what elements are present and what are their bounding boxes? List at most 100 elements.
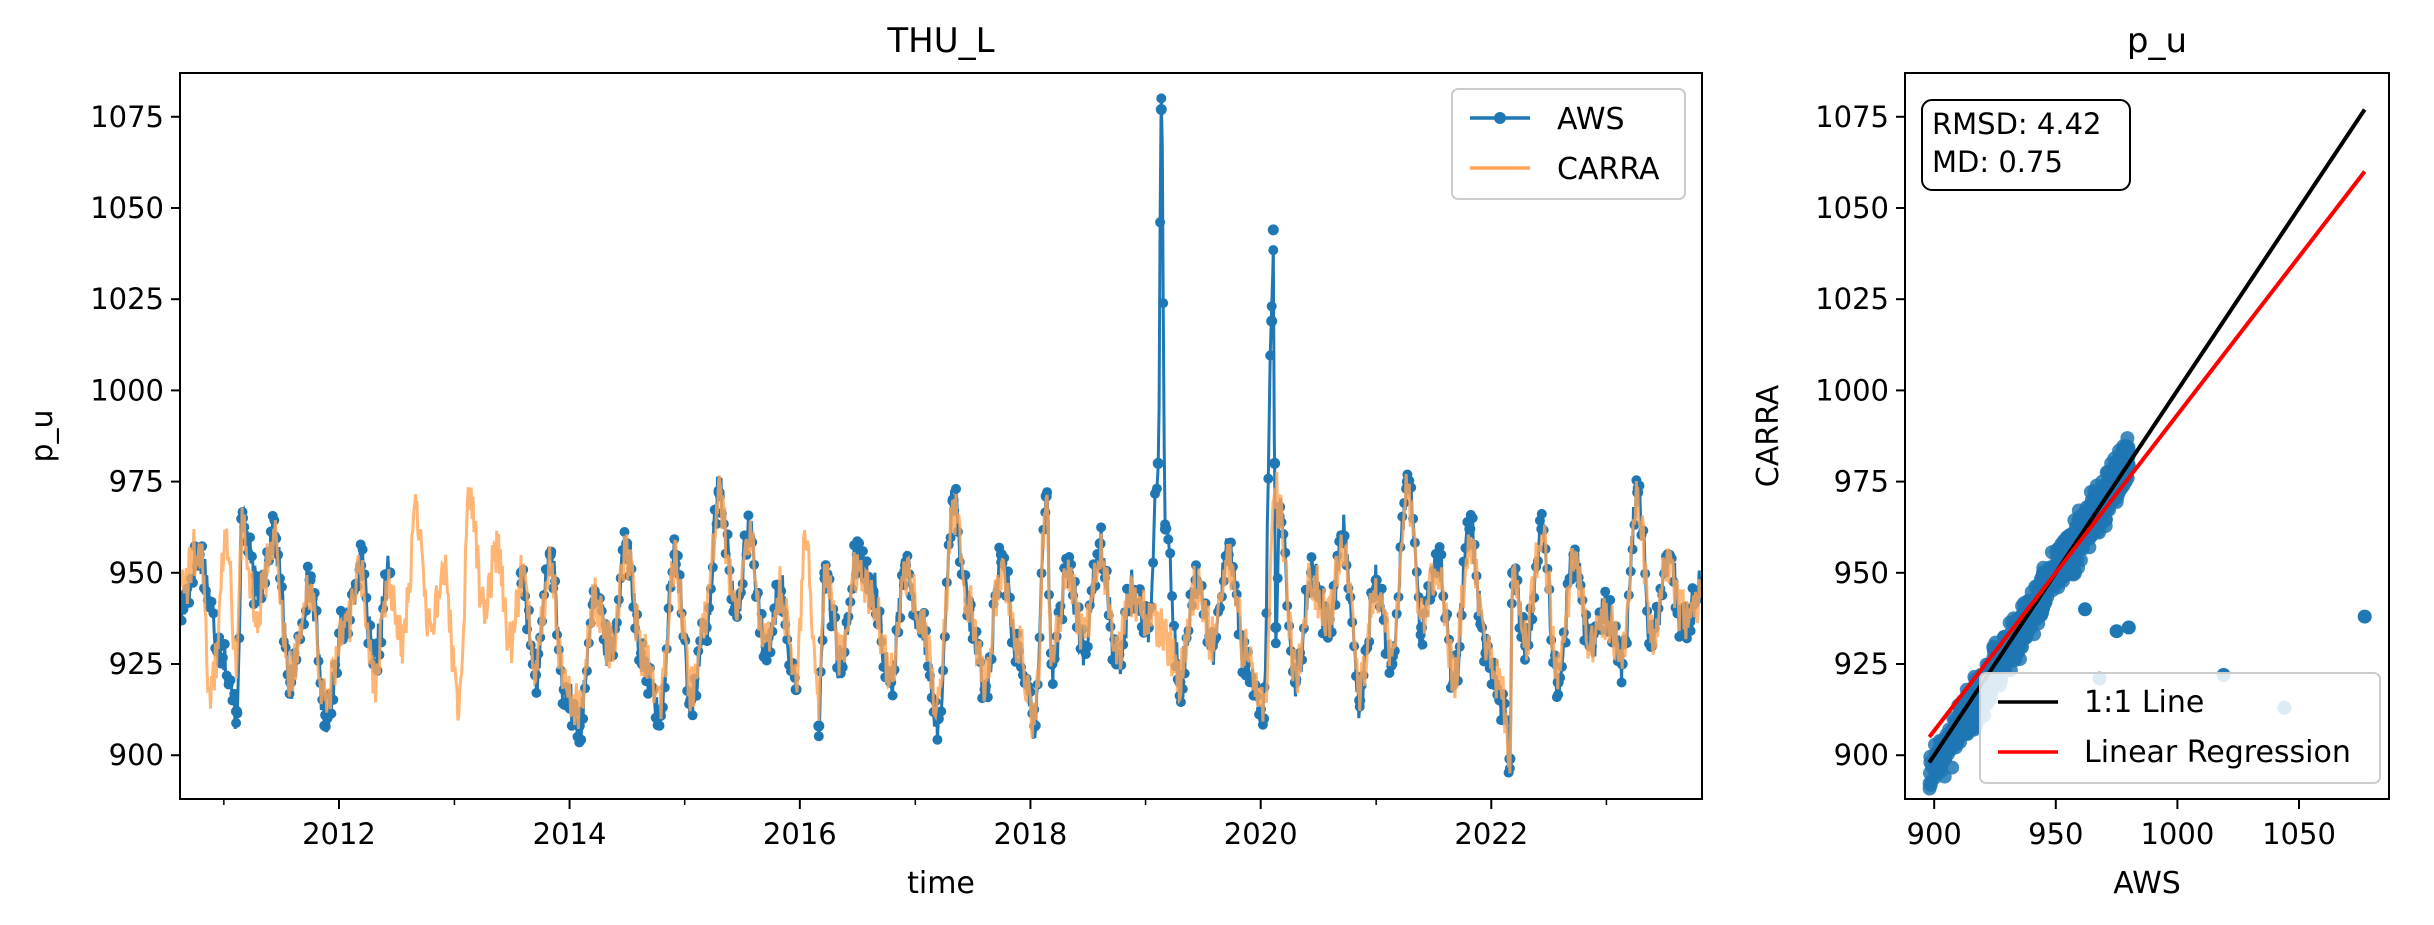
aws-point xyxy=(1600,586,1611,597)
aws-point xyxy=(231,705,242,717)
aws-point xyxy=(531,687,542,698)
legend-regression-label: Linear Regression xyxy=(2084,735,2351,770)
left-x-tick-label: 2018 xyxy=(994,817,1068,851)
left-x-tick-label: 2012 xyxy=(302,817,376,851)
legend-one-to-one-label: 1:1 Line xyxy=(2084,685,2204,720)
left-y-tick-label: 1075 xyxy=(90,100,164,134)
scatter-point xyxy=(2036,599,2050,614)
aws-point xyxy=(1265,350,1276,361)
aws-point xyxy=(1163,534,1174,545)
aws-point xyxy=(320,721,331,732)
right-y-axis-label: CARRA xyxy=(1751,384,1786,487)
right-y-tick-label: 1075 xyxy=(1815,100,1889,134)
right-chart-title: p_u xyxy=(2127,21,2187,61)
aws-point xyxy=(951,483,961,494)
right-y-tick-label: 975 xyxy=(1834,465,1889,499)
scatter-outlier xyxy=(2357,609,2372,624)
aws-point xyxy=(1464,523,1476,535)
aws-point xyxy=(1269,457,1281,469)
right-y-tick-label: 900 xyxy=(1834,738,1889,772)
right-x-tick-label: 900 xyxy=(1907,817,1962,851)
right-y-tick-label: 1050 xyxy=(1815,191,1889,225)
aws-point xyxy=(1266,301,1277,312)
right-x-ticks: 900 950 1000 1050 xyxy=(1907,799,2336,851)
left-axes-frame xyxy=(179,72,1703,800)
aws-point xyxy=(1417,639,1428,650)
left-x-tick-label: 2022 xyxy=(1454,817,1528,851)
time-series-panel: THU_L 2012 2014 2016 2018 2020 2022 900 925 950… xyxy=(25,21,1703,901)
left-y-axis-label: p_u xyxy=(25,409,60,462)
aws-point xyxy=(887,690,898,701)
aws-point xyxy=(1266,315,1278,327)
aws-point xyxy=(687,710,698,721)
aws-point xyxy=(1096,522,1107,533)
aws-point xyxy=(1165,548,1176,559)
one-to-one-line xyxy=(1927,108,2367,764)
scatter-outlier xyxy=(2109,624,2124,639)
aws-point xyxy=(180,603,188,615)
aws-point xyxy=(1553,689,1564,700)
right-y-tick-label: 1000 xyxy=(1815,373,1889,407)
aws-point xyxy=(180,615,187,626)
right-y-ticks: 900 925 950 975 1000 1025 1050 1075 xyxy=(1815,100,1905,772)
left-plot-area xyxy=(180,93,1702,778)
aws-point xyxy=(206,596,217,607)
aws-point xyxy=(1151,483,1162,494)
right-legend: 1:1 Line Linear Regression xyxy=(1979,672,2381,784)
right-legend-box xyxy=(1979,672,2381,784)
aws-point xyxy=(1267,224,1279,236)
right-x-tick-label: 950 xyxy=(2028,817,2083,851)
left-x-axis-label: time xyxy=(907,866,975,901)
scatter-panel: p_u 900 950 1000 1050 900 925 950 975 1000 1025 1… xyxy=(1751,21,2390,901)
right-y-tick-label: 950 xyxy=(1834,556,1889,590)
left-y-tick-label: 900 xyxy=(109,738,164,772)
left-y-tick-label: 1025 xyxy=(90,282,164,316)
scatter-point xyxy=(1948,733,1963,748)
aws-point xyxy=(1158,298,1169,309)
aws-point xyxy=(1272,573,1283,584)
aws-point xyxy=(813,720,825,732)
aws-point xyxy=(1432,549,1444,561)
scatter-point xyxy=(1941,743,1956,758)
scatter-point xyxy=(2003,646,2018,661)
scatter-point xyxy=(1922,781,1937,796)
aws-point xyxy=(1167,591,1178,602)
left-y-tick-label: 950 xyxy=(109,556,164,590)
carra-series-line xyxy=(180,471,1702,774)
aws-point xyxy=(1064,552,1075,562)
aws-point xyxy=(1270,638,1281,649)
left-legend: AWS CARRA xyxy=(1451,88,1686,200)
aws-point xyxy=(654,720,665,731)
aws-point xyxy=(1270,622,1282,633)
left-y-tick-label: 975 xyxy=(109,465,164,499)
aws-point xyxy=(1159,523,1171,535)
aws-point xyxy=(302,561,313,572)
aws-point xyxy=(320,709,332,721)
left-x-tick-label: 2014 xyxy=(533,817,607,851)
left-x-tick-label: 2020 xyxy=(1224,817,1298,851)
legend-aws-label: AWS xyxy=(1557,102,1625,137)
aws-point xyxy=(1155,104,1167,115)
aws-point xyxy=(1263,473,1274,484)
aws-point xyxy=(861,556,872,567)
aws-point xyxy=(1674,631,1685,642)
legend-aws-marker xyxy=(1494,112,1506,124)
rmsd-text: RMSD: 4.42 xyxy=(1932,107,2101,141)
aws-point xyxy=(1605,595,1616,605)
aws-point xyxy=(1152,457,1164,469)
stats-box-frame xyxy=(1921,99,2131,191)
aws-point xyxy=(576,734,587,745)
aws-point xyxy=(1536,508,1547,519)
regression-line xyxy=(1927,170,2367,739)
aws-point xyxy=(702,636,713,647)
scatter-outlier xyxy=(2121,620,2136,635)
aws-point xyxy=(1268,245,1279,256)
aws-point xyxy=(1467,513,1478,523)
scatter-outlier xyxy=(2078,602,2092,617)
aws-point xyxy=(246,551,257,562)
left-y-tick-label: 1050 xyxy=(90,191,164,225)
left-y-tick-label: 925 xyxy=(109,647,164,681)
stats-box: RMSD: 4.42 MD: 0.75 xyxy=(1921,99,2131,191)
aws-point xyxy=(932,734,943,745)
aws-point xyxy=(1148,557,1159,568)
